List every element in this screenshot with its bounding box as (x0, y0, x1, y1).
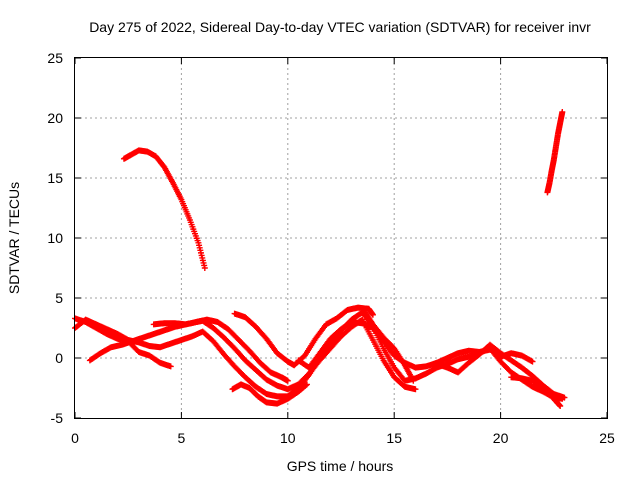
y-tick-label: 15 (47, 170, 63, 186)
data-point (410, 377, 417, 384)
data-point (369, 311, 376, 318)
data-point (561, 394, 568, 401)
series-arc-e (231, 304, 376, 369)
series-arc-high-morning (120, 147, 208, 271)
x-tick-label: 20 (493, 430, 509, 446)
data-point (412, 386, 419, 393)
grid (75, 58, 607, 418)
x-tick-label: 25 (599, 430, 615, 446)
series-arc-g (295, 319, 493, 371)
series-arc-k (508, 374, 564, 409)
data-point (557, 403, 564, 409)
y-axis-label: SDTVAR / TECUs (6, 182, 22, 294)
series-arc-j (489, 345, 536, 365)
data-marks (72, 109, 568, 409)
plot-frame (74, 57, 608, 419)
data-point (303, 382, 310, 389)
x-tick-label: 15 (386, 430, 402, 446)
y-tick-label: 25 (47, 50, 63, 66)
chart-title: Day 275 of 2022, Sidereal Day-to-day VTE… (89, 19, 591, 35)
series-arc-f (229, 381, 310, 407)
x-axis-label: GPS time / hours (287, 458, 394, 474)
y-tick-label: 20 (47, 110, 63, 126)
data-point (559, 109, 566, 115)
series-arc-d (150, 316, 291, 384)
data-point (201, 265, 208, 271)
y-tick-label: 10 (47, 230, 63, 246)
y-tick-label: -5 (51, 410, 64, 426)
y-tick-label: 0 (55, 350, 63, 366)
x-tick-label: 0 (71, 430, 79, 446)
data-point (303, 381, 310, 388)
data-point (167, 363, 174, 370)
series-arc-h (361, 308, 417, 384)
x-tick-label: 10 (280, 430, 296, 446)
data-point (529, 358, 536, 365)
x-tick-label: 5 (178, 430, 186, 446)
data-point (284, 377, 291, 384)
series-arc-high-evening (544, 109, 566, 196)
y-tick-label: 5 (55, 290, 63, 306)
